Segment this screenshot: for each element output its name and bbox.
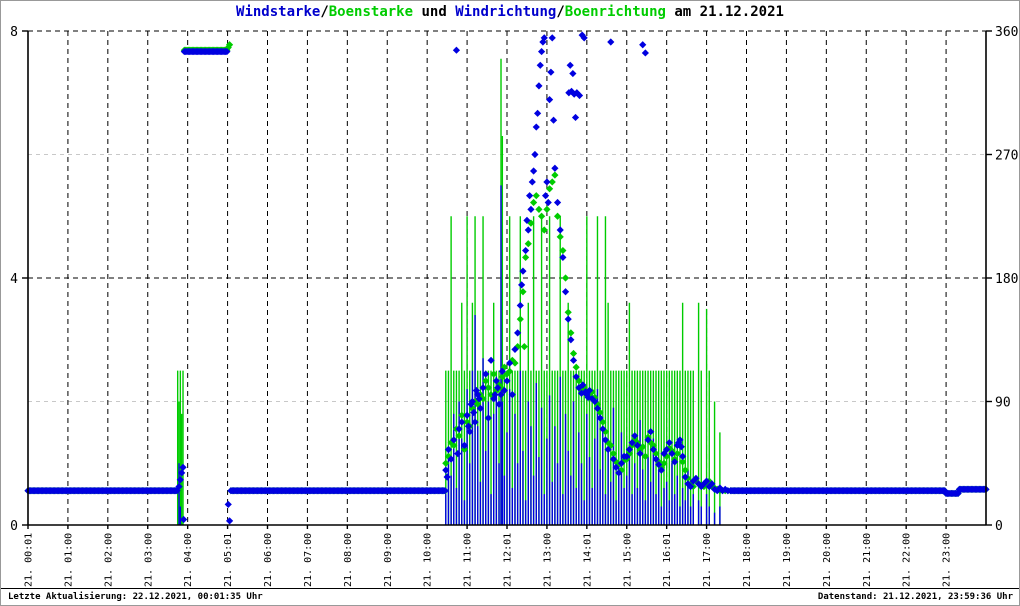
svg-text:0: 0 (10, 519, 18, 534)
svg-text:21. 17:00: 21. 17:00 (702, 533, 713, 587)
svg-text:21. 09:00: 21. 09:00 (383, 533, 394, 587)
svg-text:21. 14:01: 21. 14:01 (582, 533, 593, 587)
svg-text:21. 08:00: 21. 08:00 (343, 533, 354, 587)
title-part: Boenstarke (328, 4, 414, 20)
svg-text:21. 01:00: 21. 01:00 (63, 533, 74, 587)
svg-text:21. 21:00: 21. 21:00 (862, 533, 873, 587)
svg-text:21. 05:01: 21. 05:01 (223, 533, 234, 587)
svg-text:21. 02:00: 21. 02:00 (103, 533, 114, 587)
title-part: Windrichtung (455, 4, 557, 20)
svg-text:90: 90 (995, 396, 1011, 411)
data-timestamp-text: Datenstand: 21.12.2021, 23:59:36 Uhr (817, 592, 1013, 602)
left-axis-labels: 0 4 8 (10, 25, 18, 534)
svg-text:21. 16:01: 21. 16:01 (662, 533, 673, 587)
svg-text:21. 22:00: 21. 22:00 (902, 533, 913, 587)
wind-chart: 0 4 8 0 90 180 270 360 21. 00:01 21. 01:00 21. 02:… (10, 25, 1018, 587)
svg-text:21. 04:00: 21. 04:00 (183, 533, 194, 587)
grid-lines (28, 30, 986, 525)
svg-text:21. 13:00: 21. 13:00 (542, 533, 553, 587)
title-part: / (556, 4, 565, 20)
windrichtung-points (24, 31, 990, 525)
svg-text:180: 180 (995, 272, 1018, 287)
title-part: Windstarke (236, 4, 321, 20)
svg-text:21. 23:00: 21. 23:00 (942, 533, 953, 587)
svg-text:21. 07:00: 21. 07:00 (303, 533, 314, 587)
title-part: am 21.12.2021 (665, 4, 784, 20)
svg-text:21. 03:00: 21. 03:00 (143, 533, 154, 587)
title-part: / (320, 4, 329, 20)
right-axis-labels: 0 90 180 270 360 (995, 25, 1018, 534)
axes (22, 30, 992, 529)
svg-text:21. 12:01: 21. 12:01 (503, 533, 514, 587)
footer-bar: Letzte Aktualisierung: 22.12.2021, 00:01… (1, 588, 1019, 605)
svg-text:21. 20:00: 21. 20:00 (822, 533, 833, 587)
svg-text:8: 8 (10, 25, 18, 40)
svg-text:21. 11:00: 21. 11:00 (463, 533, 474, 587)
title-part: und (413, 4, 456, 20)
chart-title: Windstarke/Boenstarke und Windrichtung/B… (1, 4, 1019, 20)
svg-text:21. 18:00: 21. 18:00 (742, 533, 753, 587)
svg-text:0: 0 (995, 519, 1003, 534)
windstarke-bars (178, 185, 721, 525)
svg-text:21. 10:00: 21. 10:00 (423, 533, 434, 587)
svg-text:270: 270 (995, 149, 1018, 164)
svg-text:21. 00:01: 21. 00:01 (24, 533, 35, 587)
svg-text:21. 06:00: 21. 06:00 (263, 533, 274, 587)
title-part: Boenrichtung (564, 4, 666, 20)
svg-text:360: 360 (995, 25, 1018, 40)
last-update-text: Letzte Aktualisierung: 22.12.2021, 00:01… (8, 592, 263, 602)
svg-text:4: 4 (10, 272, 18, 287)
svg-text:21. 15:00: 21. 15:00 (622, 533, 633, 587)
svg-text:21. 19:00: 21. 19:00 (782, 533, 793, 587)
x-axis-labels: 21. 00:01 21. 01:00 21. 02:00 21. 03:00 21. … (24, 533, 953, 587)
